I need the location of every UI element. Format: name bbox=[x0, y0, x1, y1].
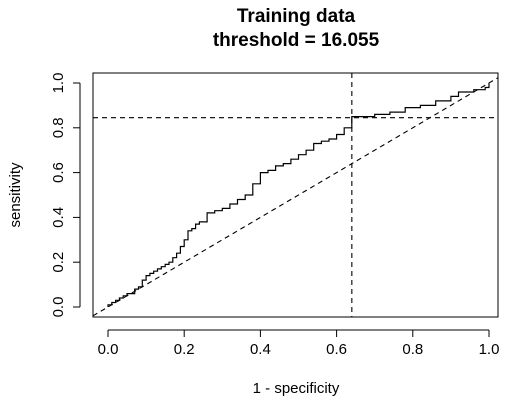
plot-border bbox=[92, 72, 499, 318]
x-tick-label: 0.4 bbox=[250, 341, 271, 358]
y-tick-label: 0.2 bbox=[50, 252, 67, 273]
x-tick-label: 1.0 bbox=[479, 341, 500, 358]
chart-title: Training data bbox=[237, 6, 356, 27]
y-tick-label: 0.4 bbox=[50, 207, 67, 228]
y-tick-label: 1.0 bbox=[50, 73, 67, 94]
y-tick-label: 0.6 bbox=[50, 162, 67, 183]
x-axis: 0.0 0.2 0.4 0.6 0.8 1.0 bbox=[98, 329, 500, 358]
x-tick-label: 0.0 bbox=[98, 341, 119, 358]
x-axis-label: 1 - specificity bbox=[253, 380, 340, 397]
diagonal-reference-line bbox=[92, 77, 499, 317]
y-tick-label: 0.0 bbox=[50, 297, 67, 318]
x-tick-label: 0.6 bbox=[326, 341, 347, 358]
plot-area bbox=[92, 72, 499, 318]
y-tick-label: 0.8 bbox=[50, 117, 67, 138]
y-axis-label: sensitivity bbox=[7, 162, 24, 228]
y-axis: 0.0 0.2 0.4 0.6 0.8 1.0 bbox=[50, 73, 81, 318]
x-tick-label: 0.2 bbox=[174, 341, 195, 358]
chart-subtitle: threshold = 16.055 bbox=[213, 30, 380, 51]
roc-curve bbox=[107, 83, 490, 307]
x-tick-label: 0.8 bbox=[402, 341, 423, 358]
